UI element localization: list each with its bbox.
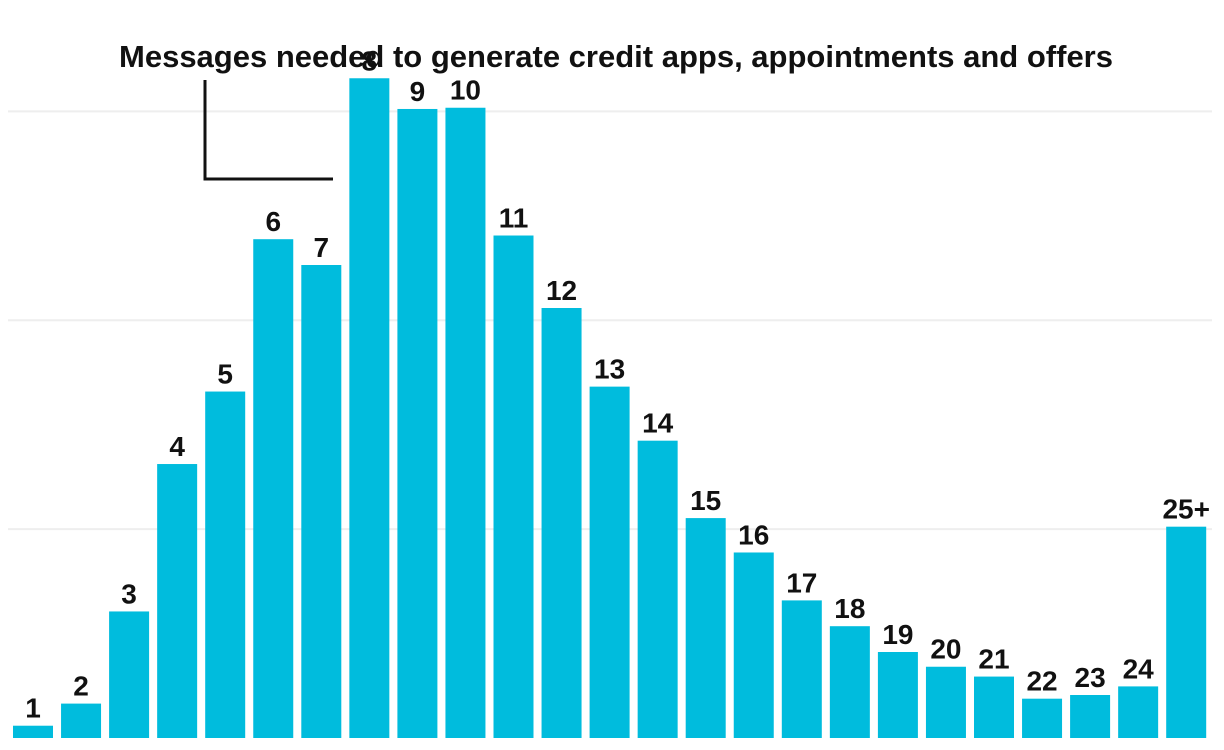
bar-24 — [1118, 686, 1159, 738]
bar-17 — [781, 600, 822, 738]
bar-16 — [733, 552, 774, 738]
bar-10 — [445, 107, 486, 738]
bar-9 — [397, 108, 438, 738]
bar-22 — [1022, 698, 1063, 738]
bar-label-24: 24 — [1123, 653, 1155, 684]
bar-label-19: 19 — [882, 619, 913, 650]
bar-25+ — [1166, 526, 1207, 738]
bar-12 — [541, 308, 582, 738]
chart-title: Messages needed to generate credit apps,… — [119, 39, 1113, 74]
bar-7 — [301, 265, 342, 738]
bar-label-16: 16 — [738, 519, 769, 550]
bar-6 — [253, 239, 294, 738]
title-leader-line — [203, 80, 333, 181]
bar-1 — [13, 725, 53, 738]
bar-label-20: 20 — [930, 634, 961, 665]
bar-21 — [974, 676, 1014, 738]
bar-label-1: 1 — [25, 693, 41, 724]
bar-label-13: 13 — [594, 354, 625, 385]
bar-label-18: 18 — [834, 593, 865, 624]
bar-20 — [925, 666, 966, 738]
bar-label-25+: 25+ — [1162, 494, 1210, 525]
bar-13 — [589, 386, 630, 738]
bar-label-23: 23 — [1075, 662, 1106, 693]
bar-3 — [109, 611, 150, 738]
bar-label-2: 2 — [73, 671, 89, 702]
bar-label-12: 12 — [546, 275, 577, 306]
bar-14 — [637, 440, 678, 738]
bar-23 — [1070, 695, 1111, 738]
bar-label-8: 8 — [362, 45, 378, 76]
bar-11 — [493, 235, 534, 738]
bar-8 — [349, 78, 390, 738]
bar-label-11: 11 — [499, 203, 529, 234]
bar-5 — [205, 391, 246, 738]
bar-label-9: 9 — [410, 76, 426, 107]
bar-18 — [829, 626, 870, 738]
bar-19 — [877, 652, 918, 738]
bar-label-10: 10 — [450, 75, 481, 106]
bar-label-3: 3 — [121, 578, 137, 609]
bar-label-21: 21 — [978, 644, 1009, 675]
bar-4 — [157, 464, 198, 738]
bar-label-22: 22 — [1026, 666, 1057, 697]
bar-label-5: 5 — [217, 359, 233, 390]
bar-2 — [61, 703, 102, 738]
bars — [13, 78, 1207, 738]
bar-15 — [685, 518, 726, 738]
bar-label-7: 7 — [314, 232, 330, 263]
bar-label-17: 17 — [786, 567, 817, 598]
bar-label-15: 15 — [690, 485, 721, 516]
bar-label-4: 4 — [169, 431, 185, 462]
bar-label-14: 14 — [642, 408, 674, 439]
bar-label-6: 6 — [265, 206, 281, 237]
